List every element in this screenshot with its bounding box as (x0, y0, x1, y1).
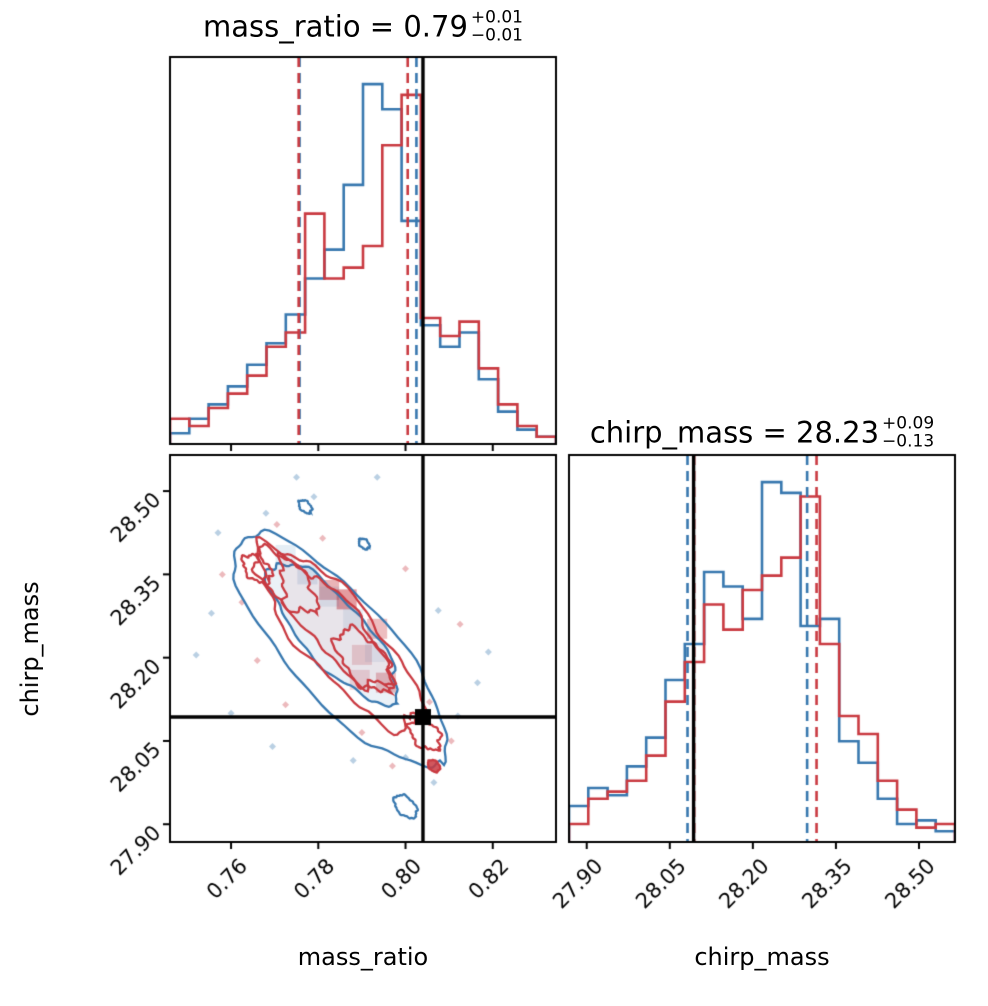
mass-ratio-title-minus: −0.01 (470, 26, 524, 46)
chirp-mass-title-errors: +0.09 −0.13 (882, 413, 935, 452)
x-axis-label-mass-ratio: mass_ratio (297, 943, 429, 971)
mass-ratio-title-text: mass_ratio = 0.79 (202, 10, 468, 44)
chirp-mass-title-plus: +0.09 (882, 413, 935, 434)
mass-ratio-title-errors: +0.01 −0.01 (470, 7, 524, 46)
y-axis-label-chirp-mass: chirp_mass (16, 581, 44, 717)
x-axis-label-chirp-mass: chirp_mass (694, 943, 830, 971)
mass-ratio-title-plus: +0.01 (470, 7, 524, 28)
mass-ratio-title: mass_ratio = 0.79 +0.01 −0.01 (202, 7, 524, 46)
chirp-mass-title: chirp_mass = 28.23 +0.09 −0.13 (589, 413, 935, 452)
chirp-mass-title-text: chirp_mass = 28.23 (589, 416, 880, 450)
chirp-mass-title-minus: −0.13 (882, 432, 935, 452)
